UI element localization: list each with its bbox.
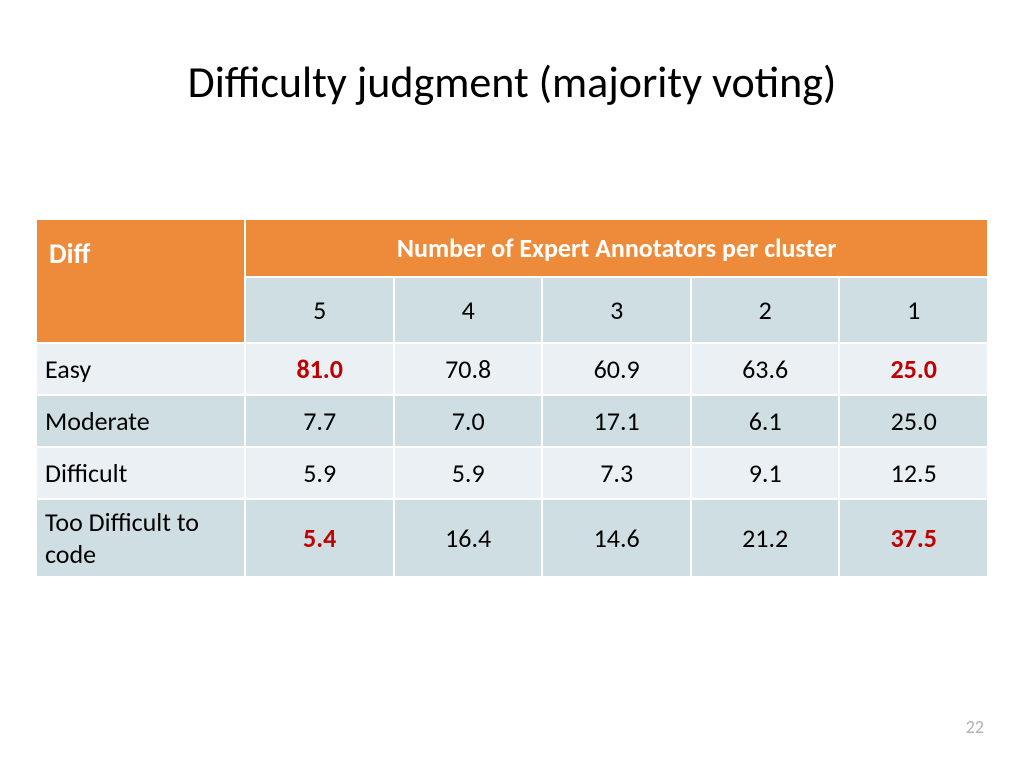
cell: 25.0 bbox=[839, 343, 988, 395]
cell: 14.6 bbox=[542, 499, 691, 577]
cell: 25.0 bbox=[839, 395, 988, 447]
row-label: Easy bbox=[36, 343, 245, 395]
table: Diff Number of Expert Annotators per clu… bbox=[35, 218, 989, 578]
cell: 37.5 bbox=[839, 499, 988, 577]
cell: 5.9 bbox=[245, 447, 394, 499]
cell: 7.0 bbox=[394, 395, 543, 447]
slide: Difficulty judgment (majority voting) Di… bbox=[0, 0, 1024, 768]
cell: 9.1 bbox=[691, 447, 840, 499]
table-row: Too Difficult to code 5.4 16.4 14.6 21.2… bbox=[36, 499, 988, 577]
col-header: 2 bbox=[691, 277, 840, 343]
cell: 5.4 bbox=[245, 499, 394, 577]
page-number: 22 bbox=[966, 716, 984, 738]
header-diff-label: Diff bbox=[36, 219, 245, 343]
col-header: 3 bbox=[542, 277, 691, 343]
cell: 12.5 bbox=[839, 447, 988, 499]
cell: 63.6 bbox=[691, 343, 840, 395]
cell: 17.1 bbox=[542, 395, 691, 447]
cell: 21.2 bbox=[691, 499, 840, 577]
col-header: 4 bbox=[394, 277, 543, 343]
cell: 70.8 bbox=[394, 343, 543, 395]
cell: 6.1 bbox=[691, 395, 840, 447]
cell: 7.7 bbox=[245, 395, 394, 447]
row-label: Too Difficult to code bbox=[36, 499, 245, 577]
col-header: 5 bbox=[245, 277, 394, 343]
slide-title: Difficulty judgment (majority voting) bbox=[0, 55, 1024, 109]
header-span-label: Number of Expert Annotators per cluster bbox=[245, 219, 988, 277]
cell: 81.0 bbox=[245, 343, 394, 395]
table-header-row: Diff Number of Expert Annotators per clu… bbox=[36, 219, 988, 277]
table-row: Easy 81.0 70.8 60.9 63.6 25.0 bbox=[36, 343, 988, 395]
cell: 60.9 bbox=[542, 343, 691, 395]
row-label: Difficult bbox=[36, 447, 245, 499]
cell: 7.3 bbox=[542, 447, 691, 499]
col-header: 1 bbox=[839, 277, 988, 343]
cell: 5.9 bbox=[394, 447, 543, 499]
table-row: Difficult 5.9 5.9 7.3 9.1 12.5 bbox=[36, 447, 988, 499]
difficulty-table: Diff Number of Expert Annotators per clu… bbox=[35, 218, 989, 578]
cell: 16.4 bbox=[394, 499, 543, 577]
row-label: Moderate bbox=[36, 395, 245, 447]
table-row: Moderate 7.7 7.0 17.1 6.1 25.0 bbox=[36, 395, 988, 447]
